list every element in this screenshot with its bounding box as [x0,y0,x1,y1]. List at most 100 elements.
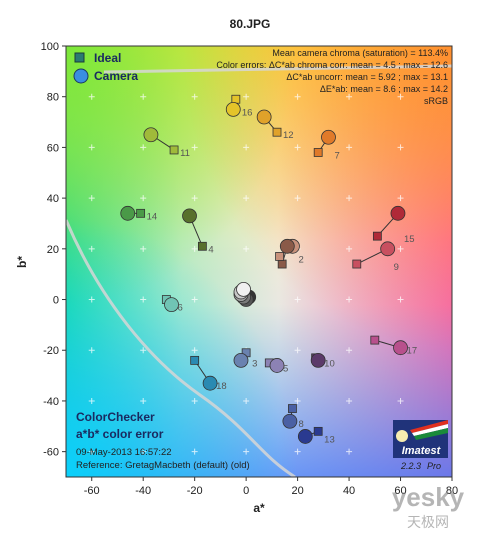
grid-cross [191,245,198,252]
chart-title: 80.JPG [230,17,271,31]
grid-cross [397,245,404,252]
x-tick-label: 0 [243,485,249,497]
ideal-marker-17 [370,335,380,345]
camera-marker-17 [393,340,408,356]
footer-title-1: ColorChecker [76,410,155,424]
camera-marker-7 [321,129,336,145]
ideal-marker-13 [313,426,323,436]
x-tick-label: 40 [343,485,355,497]
footer-block: ColorChecker a*b* color error 09-May-201… [76,410,250,471]
grid-cross [88,296,95,303]
stats-block: Mean camera chroma (saturation) = 113.4%… [216,48,448,106]
y-tick-label: 100 [41,41,59,53]
ideal-marker-8 [288,404,297,413]
logo-sun-icon [396,430,408,442]
x-tick-label: 20 [291,485,303,497]
grid-cross [88,448,95,455]
x-tick-label: 80 [446,485,458,497]
grid-cross [346,195,353,202]
patch-label-8: 8 [298,419,303,430]
grid-cross [346,93,353,100]
patch-label-15: 15 [404,234,415,245]
logo-text: Imatest [402,445,442,457]
camera-marker-8 [282,413,298,429]
grid-cross [191,448,198,455]
camera-marker-15 [390,205,406,221]
grid-cross [140,195,147,202]
grid-cross [88,397,95,404]
data-layer: 2 3 4 5 6 7 8 9 10 11 12 13 14 15 16 17 18 [120,94,418,445]
grid-cross [243,397,250,404]
ideal-marker-18 [190,355,200,365]
ideal-marker-14 [136,208,146,218]
y-tick-label: -40 [43,396,59,408]
grid-cross [294,93,301,100]
ideal-marker-1 [277,259,287,269]
legend-ideal-label: Ideal [94,51,121,65]
patch-label-5: 5 [283,363,288,374]
patch-label-17: 17 [407,346,418,357]
ideal-marker-4 [197,241,207,251]
grid-cross [397,144,404,151]
grid-cross [191,347,198,354]
footer-reference: Reference: GretagMacbeth (default) (old) [76,460,250,471]
patch-label-7: 7 [334,150,339,161]
plot-frame [65,45,453,478]
grid-cross [88,245,95,252]
camera-marker-10 [310,352,326,368]
patch-label-2: 2 [298,254,303,265]
y-tick-label: 60 [47,142,59,154]
grid-cross [88,144,95,151]
patch-label-18: 18 [216,381,227,392]
grid-cross [191,93,198,100]
grid-cross [140,448,147,455]
grid-cross [88,195,95,202]
x-axis-label: a* [253,501,265,515]
grid-cross [243,195,250,202]
grid-cross [294,397,301,404]
y-tick-label: 80 [47,92,59,104]
grid-cross [397,195,404,202]
camera-marker-19 [236,281,251,297]
camera-marker-5 [269,358,285,373]
y-axis-label: b* [15,256,29,268]
patch-label-3: 3 [252,358,257,369]
grid-cross [140,93,147,100]
footer-title-2: a*b* color error [76,427,164,441]
ideal-marker-11 [169,145,179,155]
y-tick-label: -20 [43,345,59,357]
camera-marker-6 [164,297,179,313]
grid-cross [140,397,147,404]
camera-marker-11 [143,127,159,143]
grid-cross [140,347,147,354]
legend: Ideal Camera [73,51,138,84]
grid-cross [397,93,404,100]
legend-camera-marker [73,68,89,84]
stats-delta-e: ΔE*ab: mean = 8.6 ; max = 14.2 [320,84,448,94]
grid-cross [346,397,353,404]
logo-edition: Pro [427,461,441,471]
grid-cross [88,347,95,354]
grid-cross [191,296,198,303]
x-tick-label: -60 [84,485,100,497]
ideal-marker-9 [352,259,362,269]
grid-cross [397,296,404,303]
ideal-marker-15 [372,231,382,241]
imatest-logo: Imatest 2.2.3 Pro [393,420,448,471]
camera-marker-13 [297,429,313,444]
camera-marker-4 [182,208,197,224]
ideal-marker-2 [275,252,284,261]
legend-ideal-marker [74,52,85,63]
camera-marker-1 [279,238,295,254]
patch-label-14: 14 [147,211,158,222]
stats-chroma-corr: Color errors: ΔC*ab chroma corr: mean = … [216,60,448,70]
stats-colorspace: sRGB [424,96,448,106]
patch-label-9: 9 [394,262,399,273]
grid-cross [346,347,353,354]
y-tick-label: 40 [47,193,59,205]
camera-marker-18 [202,375,218,391]
camera-marker-16 [225,101,241,117]
grid-cross [191,397,198,404]
